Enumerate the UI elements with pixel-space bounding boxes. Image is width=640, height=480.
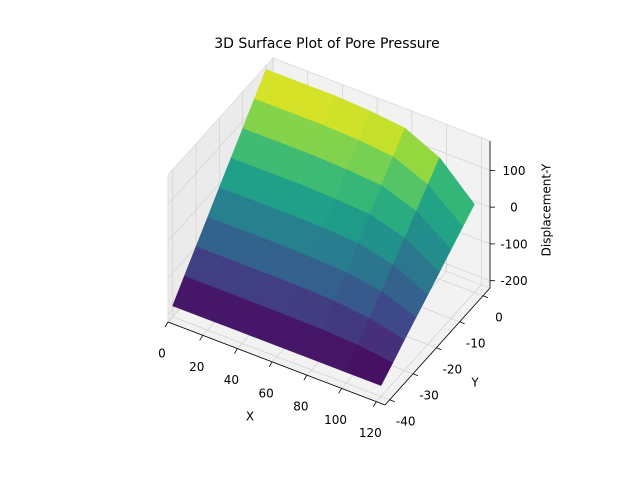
x-tick — [338, 388, 342, 394]
x-tick — [164, 321, 169, 328]
surface — [172, 69, 475, 386]
z-tick-label: 0 — [510, 201, 518, 215]
surface-cell — [345, 344, 394, 386]
x-tick — [303, 374, 308, 381]
y-tick-label: -40 — [396, 414, 416, 428]
y-axis-line — [384, 287, 491, 406]
y-tick — [436, 347, 442, 351]
x-tick — [234, 348, 238, 354]
x-tick-label: 20 — [189, 360, 204, 374]
x-axis-label: X — [246, 410, 254, 424]
x-tick-label: 0 — [158, 347, 166, 361]
grid-line — [376, 284, 482, 402]
grid-line — [172, 316, 390, 401]
y-tick-label: 0 — [495, 310, 503, 324]
y-tick — [482, 295, 489, 299]
y-tick-label: -10 — [466, 336, 486, 350]
z-tick-label: -200 — [500, 274, 527, 288]
y-axis-label: Y — [470, 376, 479, 390]
chart-title: 3D Surface Plot of Pore Pressure — [214, 36, 440, 52]
x-tick — [199, 335, 204, 341]
x-tick — [372, 401, 377, 407]
x-tick-label: 80 — [293, 400, 308, 414]
y-tick-label: -20 — [443, 362, 463, 376]
x-tick-label: 120 — [359, 426, 382, 440]
y-tick — [412, 373, 419, 377]
y-tick — [389, 399, 395, 403]
x-tick-label: 100 — [324, 413, 347, 427]
x-tick-label: 40 — [224, 373, 239, 387]
x-tick — [268, 361, 273, 368]
axes-3d — [164, 56, 495, 407]
x-axis-line — [167, 321, 386, 406]
y-tick — [459, 321, 465, 325]
x-tick-label: 60 — [259, 386, 274, 400]
z-tick-label: -100 — [500, 237, 527, 251]
z-axis-label: Displacement-Y — [540, 163, 554, 256]
z-tick-label: 100 — [503, 164, 526, 178]
y-tick-label: -30 — [419, 388, 439, 402]
